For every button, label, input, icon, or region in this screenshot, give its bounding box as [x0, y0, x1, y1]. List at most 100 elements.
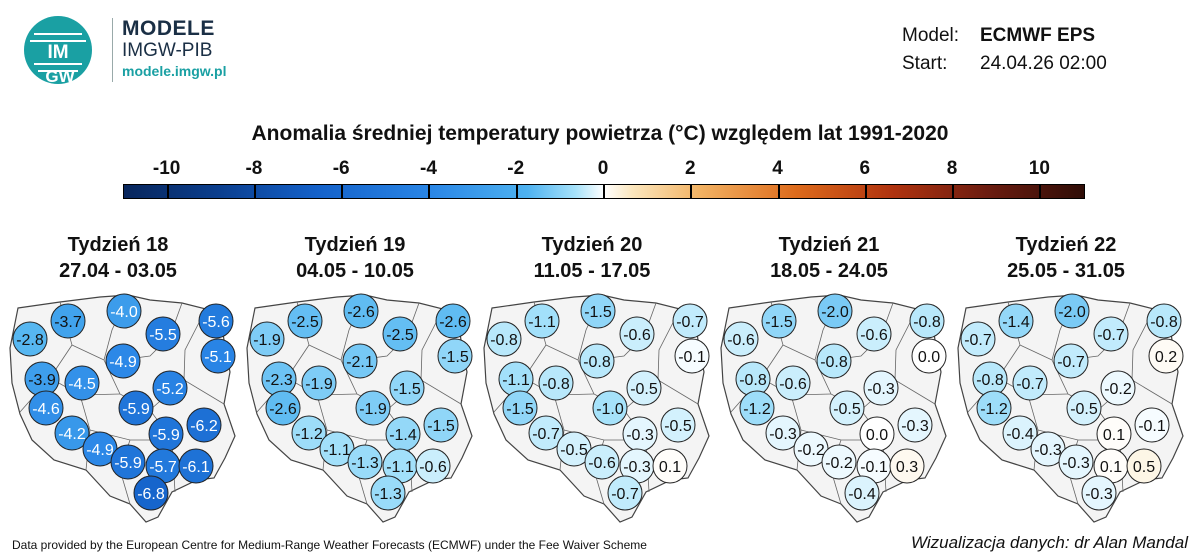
- station-marker: [423, 407, 459, 443]
- station-marker: [1093, 316, 1129, 352]
- station-value: -0.8: [583, 354, 611, 371]
- station-value: -0.5: [664, 418, 692, 435]
- station-marker: [415, 448, 451, 484]
- station-value: -1.9: [305, 376, 333, 393]
- station-value: -1.5: [441, 349, 469, 366]
- station-marker: [1134, 407, 1170, 443]
- map-title: Anomalia średniej temperatury powietrza …: [251, 122, 949, 145]
- week-dates: 18.05 - 24.05: [770, 260, 888, 282]
- colorbar-tick-label: 10: [1028, 158, 1050, 179]
- station-value: -0.5: [1070, 401, 1098, 418]
- visualization-credit: Wizualizacja danych: dr Alan Mandal: [910, 533, 1188, 552]
- station-marker: [291, 415, 327, 451]
- station-marker: [584, 444, 620, 480]
- station-value: 0.1: [1103, 427, 1125, 444]
- station-value: -2.0: [1058, 304, 1086, 321]
- station-value: -0.7: [611, 486, 639, 503]
- site-link[interactable]: modele.imgw.pl: [122, 63, 227, 79]
- station-value: -1.1: [323, 442, 351, 459]
- week-label: Tydzień 18: [67, 234, 169, 256]
- region-border: [545, 344, 579, 361]
- week-dates: 04.05 - 10.05: [296, 260, 414, 282]
- station-marker: [178, 448, 214, 484]
- week-map: -1.5 -1.1 -0.8 -0.6 -0.7 -0.8 -0.1 -1.1 -0.8 -0.5…: [483, 293, 710, 523]
- station-value: -0.5: [833, 401, 861, 418]
- station-marker: [389, 370, 425, 406]
- station-value: -0.7: [532, 426, 560, 443]
- station-value: 0.1: [1100, 459, 1122, 476]
- station-marker: [844, 475, 880, 511]
- station-value: -0.1: [1138, 418, 1166, 435]
- station-value: -0.5: [560, 442, 588, 459]
- station-marker: [816, 343, 852, 379]
- colorbar-tick: [603, 185, 605, 198]
- station-marker: [1148, 338, 1184, 374]
- station-marker: [579, 343, 615, 379]
- station-marker: [110, 444, 146, 480]
- station-value: -1.5: [506, 401, 534, 418]
- station-marker: [592, 390, 628, 426]
- model-info: Model: ECMWF EPS Start: 24.04.26 02:00: [902, 22, 1107, 78]
- station-value: -1.5: [393, 381, 421, 398]
- station-value: -1.2: [295, 426, 323, 443]
- station-value: -0.4: [848, 486, 876, 503]
- station-value: -5.2: [156, 381, 184, 398]
- station-marker: [580, 293, 616, 329]
- data-credit: Data provided by the European Centre for…: [12, 538, 647, 552]
- station-value: -6.2: [190, 418, 218, 435]
- colorbar-tick-label: 8: [946, 158, 958, 179]
- station-value: -2.5: [386, 327, 414, 344]
- colorbar-tick: [952, 185, 955, 198]
- station-value: -0.7: [676, 314, 704, 331]
- station-marker: [889, 448, 925, 484]
- colorbar-tick: [515, 185, 518, 198]
- station-marker: [287, 303, 323, 339]
- week-map: -2.0-1.4-0.7 -0.7-0.8-0.7 0.2-0.8 -0.7 -0.2-…: [957, 293, 1184, 523]
- logo-text-bottom: GW: [45, 67, 75, 86]
- station-value: -0.6: [623, 327, 651, 344]
- station-value: -1.5: [765, 314, 793, 331]
- station-marker: [1081, 475, 1117, 511]
- station-value: -0.7: [1097, 327, 1125, 344]
- station-marker: [145, 316, 181, 352]
- station-value: 0.0: [866, 427, 888, 444]
- org-name: IMGW-PIB: [122, 40, 213, 61]
- station-marker: [133, 475, 169, 511]
- model-label: Model:: [902, 25, 960, 46]
- station-value: -0.8: [542, 376, 570, 393]
- colorbar-tick-label: 2: [684, 158, 696, 179]
- station-value: -0.7: [1057, 354, 1085, 371]
- colorbar: [123, 184, 1085, 199]
- station-marker: [1012, 365, 1048, 401]
- station-marker: [897, 407, 933, 443]
- station-value: -5.7: [149, 459, 177, 476]
- station-value: 0.5: [1133, 459, 1155, 476]
- station-marker: [761, 303, 797, 339]
- station-marker: [437, 338, 473, 374]
- station-marker: [739, 390, 775, 426]
- station-value: -0.1: [860, 459, 888, 476]
- station-value: -1.0: [596, 401, 624, 418]
- station-value: -0.8: [913, 314, 941, 331]
- station-value: -1.3: [351, 455, 379, 472]
- station-marker: [186, 407, 222, 443]
- station-value: -0.8: [820, 354, 848, 371]
- colorbar-tick-label: 6: [859, 158, 871, 179]
- station-marker: [672, 303, 708, 339]
- station-value: -1.9: [359, 401, 387, 418]
- region-border: [183, 379, 225, 405]
- station-value: -0.5: [630, 381, 658, 398]
- station-marker: [976, 390, 1012, 426]
- station-marker: [1066, 390, 1102, 426]
- region-border: [1131, 379, 1173, 405]
- station-marker: [960, 321, 996, 357]
- station-marker: [355, 390, 391, 426]
- week-dates: 27.04 - 03.05: [59, 260, 177, 282]
- region-border: [308, 344, 342, 361]
- station-marker: [106, 293, 142, 329]
- station-marker: [435, 303, 471, 339]
- station-marker: [265, 390, 301, 426]
- logo-separator: [112, 18, 113, 82]
- station-marker: [502, 390, 538, 426]
- station-marker: [12, 321, 48, 357]
